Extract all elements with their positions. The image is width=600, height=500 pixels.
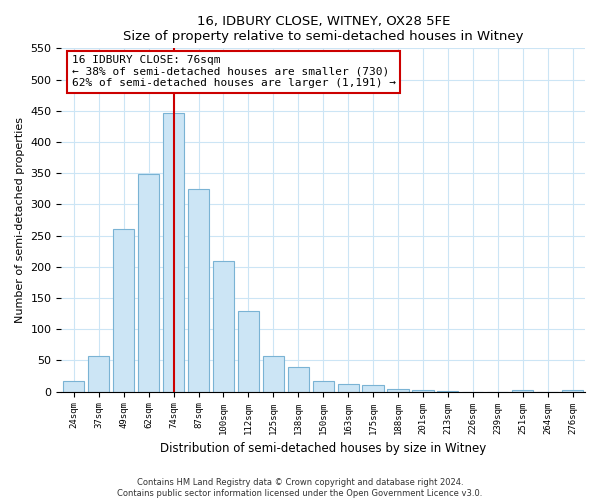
Bar bbox=[213, 260, 234, 392]
Bar bbox=[138, 174, 159, 392]
Bar bbox=[512, 390, 533, 392]
Y-axis label: Number of semi-detached properties: Number of semi-detached properties bbox=[15, 117, 25, 323]
Bar bbox=[562, 390, 583, 392]
Bar bbox=[412, 390, 434, 392]
Bar bbox=[63, 381, 85, 392]
Bar bbox=[287, 366, 309, 392]
Bar bbox=[263, 356, 284, 392]
Bar bbox=[362, 386, 383, 392]
Text: Contains HM Land Registry data © Crown copyright and database right 2024.
Contai: Contains HM Land Registry data © Crown c… bbox=[118, 478, 482, 498]
Title: 16, IDBURY CLOSE, WITNEY, OX28 5FE
Size of property relative to semi-detached ho: 16, IDBURY CLOSE, WITNEY, OX28 5FE Size … bbox=[123, 15, 523, 43]
Bar bbox=[238, 310, 259, 392]
Bar bbox=[163, 112, 184, 392]
Bar bbox=[388, 388, 409, 392]
X-axis label: Distribution of semi-detached houses by size in Witney: Distribution of semi-detached houses by … bbox=[160, 442, 487, 455]
Bar bbox=[113, 230, 134, 392]
Bar bbox=[88, 356, 109, 392]
Bar bbox=[338, 384, 359, 392]
Bar bbox=[437, 391, 458, 392]
Bar bbox=[313, 381, 334, 392]
Text: 16 IDBURY CLOSE: 76sqm
← 38% of semi-detached houses are smaller (730)
62% of se: 16 IDBURY CLOSE: 76sqm ← 38% of semi-det… bbox=[72, 55, 396, 88]
Bar bbox=[188, 189, 209, 392]
